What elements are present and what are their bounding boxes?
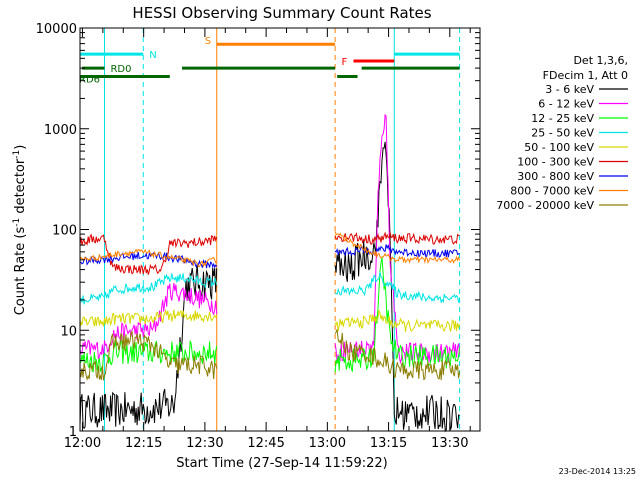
series-line-800-7000-kev <box>334 231 461 265</box>
x-tick-label: 13:15 <box>370 436 407 451</box>
legend-label-3-6-kev: 3 - 6 keV <box>545 83 594 96</box>
y-axis: 1 10 100 1000 10000 <box>36 22 480 440</box>
series-line-6-12-kev <box>79 283 218 360</box>
y-axis-label: Count Rate (s-1 detector-1) <box>12 145 28 316</box>
series-line-50-100-kev <box>79 308 218 328</box>
legend-label-25-50-kev: 25 - 50 keV <box>531 127 594 140</box>
legend-label-300-800-kev: 300 - 800 keV <box>517 170 594 183</box>
legend-label-7000-20000-kev: 7000 - 20000 keV <box>496 199 594 212</box>
y-tick-label: 10 <box>60 324 77 339</box>
plot-frame <box>79 27 481 432</box>
series-line-25-50-kev <box>334 272 461 304</box>
legend-label-50-100-kev: 50 - 100 keV <box>524 141 594 154</box>
y-tick-label: 1 <box>69 425 77 440</box>
flag-label: S <box>205 36 211 47</box>
series-line-7000-20000-kev <box>334 329 461 381</box>
x-tick-label: 13:00 <box>309 436 346 451</box>
chart-title: HESSI Observing Summary Count Rates <box>132 4 431 22</box>
legend-header-line-2: FDecim 1, Att 0 <box>543 69 628 82</box>
x-axis-label: Start Time (27-Sep-14 11:59:22) <box>176 456 387 471</box>
x-tick-label: 12:45 <box>247 436 284 451</box>
series-line-300-800-kev <box>334 243 460 259</box>
legend: Det 1,3,6, FDecim 1, Att 0 3 - 6 keV 6 - … <box>496 54 628 212</box>
x-tick-label: 13:30 <box>431 436 468 451</box>
flag-label: F <box>341 57 347 68</box>
y-tick-label: 10000 <box>36 22 77 37</box>
legend-label-6-12-kev: 6 - 12 keV <box>538 98 594 111</box>
legend-label-100-300-kev: 100 - 300 keV <box>517 156 594 169</box>
x-axis: 12:00 12:15 12:30 12:45 13:00 13:15 13:30 <box>64 28 471 451</box>
series-line-7000-20000-kev <box>79 330 218 381</box>
x-tick-label: 12:00 <box>64 436 101 451</box>
legend-label-12-25-kev: 12 - 25 keV <box>531 112 594 125</box>
y-tick-label: 100 <box>52 224 77 239</box>
x-tick-label: 12:30 <box>186 436 223 451</box>
legend-label-800-7000-kev: 800 - 7000 keV <box>510 185 594 198</box>
series-line-300-800-kev <box>79 250 218 269</box>
series-line-100-300-kev <box>79 233 218 275</box>
x-tick-label: 12:15 <box>125 436 162 451</box>
date-stamp: 23-Dec-2014 13:25 <box>559 467 636 476</box>
plot-area: N S F RD0 RD6 <box>79 28 461 433</box>
series-line-25-50-kev <box>79 273 218 305</box>
flag-label: RD0 <box>110 64 131 75</box>
series-line-12-25-kev <box>79 339 218 373</box>
series-line-3-6-kev <box>334 141 460 433</box>
series-line-3-6-kev <box>79 265 218 429</box>
flag-label: N <box>149 50 156 61</box>
series-line-800-7000-kev <box>79 248 217 268</box>
series-line-50-100-kev <box>334 310 461 332</box>
legend-header-line-1: Det 1,3,6, <box>573 54 628 67</box>
y-tick-label: 1000 <box>44 123 77 138</box>
flag-label: RD6 <box>79 75 100 86</box>
series-line-100-300-kev <box>334 231 460 245</box>
